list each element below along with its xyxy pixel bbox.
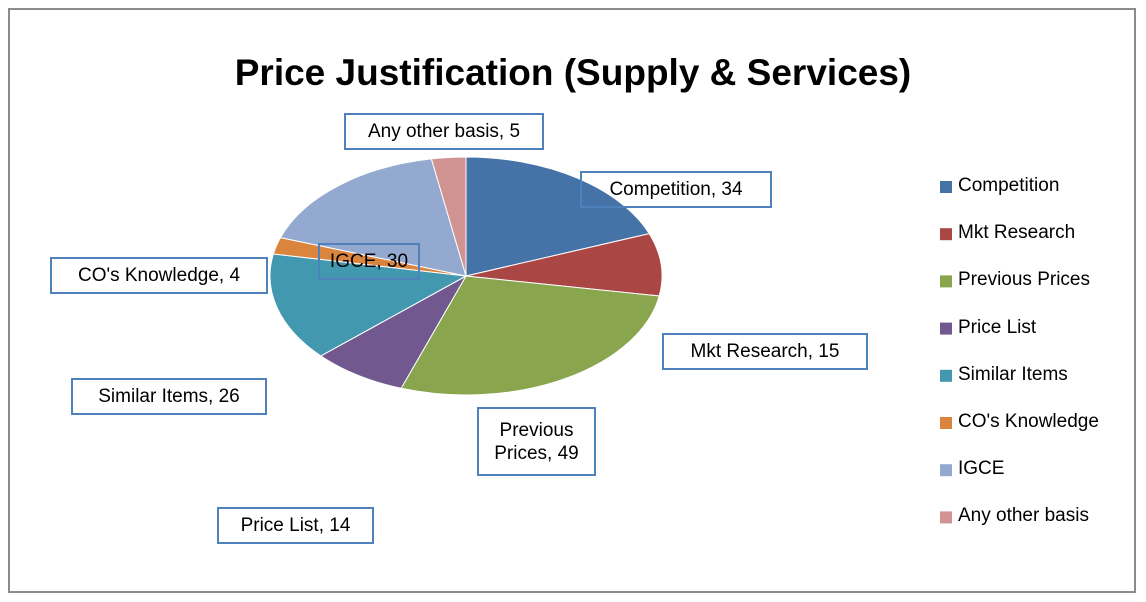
pie-slice [319,274,468,389]
legend-label: Previous Prices [958,269,1090,291]
legend-swatch [940,322,952,335]
legend-swatch [940,275,952,288]
data-label: Any other basis, 5 [344,113,544,150]
legend-swatch [940,464,952,477]
legend-label: Similar Items [958,363,1068,385]
data-label: Competition, 34 [580,171,772,208]
legend-swatch [940,181,952,193]
legend-label: CO's Knowledge [958,411,1099,432]
pie-slice [465,233,663,297]
legend-swatch [940,369,952,382]
data-label: Previous Prices, 49 [477,407,596,476]
legend-label: Any other basis [958,505,1089,527]
pie-slice [430,156,467,277]
legend-label: IGCE [958,458,1005,480]
legend-swatch [940,417,952,429]
chart-title: Price Justification (Supply & Services) [235,52,912,93]
data-label: Similar Items, 26 [71,378,267,415]
data-label: Price List, 14 [217,507,374,544]
legend-swatch [940,228,952,241]
legend-label: Competition [958,175,1060,196]
pie-slice [400,275,660,396]
legend-label: Mkt Research [958,222,1076,244]
pie-slice [465,156,650,277]
data-label: IGCE, 30 [318,243,420,280]
data-label: Mkt Research, 15 [662,333,868,370]
legend-label: Price List [958,316,1037,338]
data-label: CO's Knowledge, 4 [50,257,268,294]
chart-frame [8,8,1136,593]
legend-swatch [940,511,952,524]
